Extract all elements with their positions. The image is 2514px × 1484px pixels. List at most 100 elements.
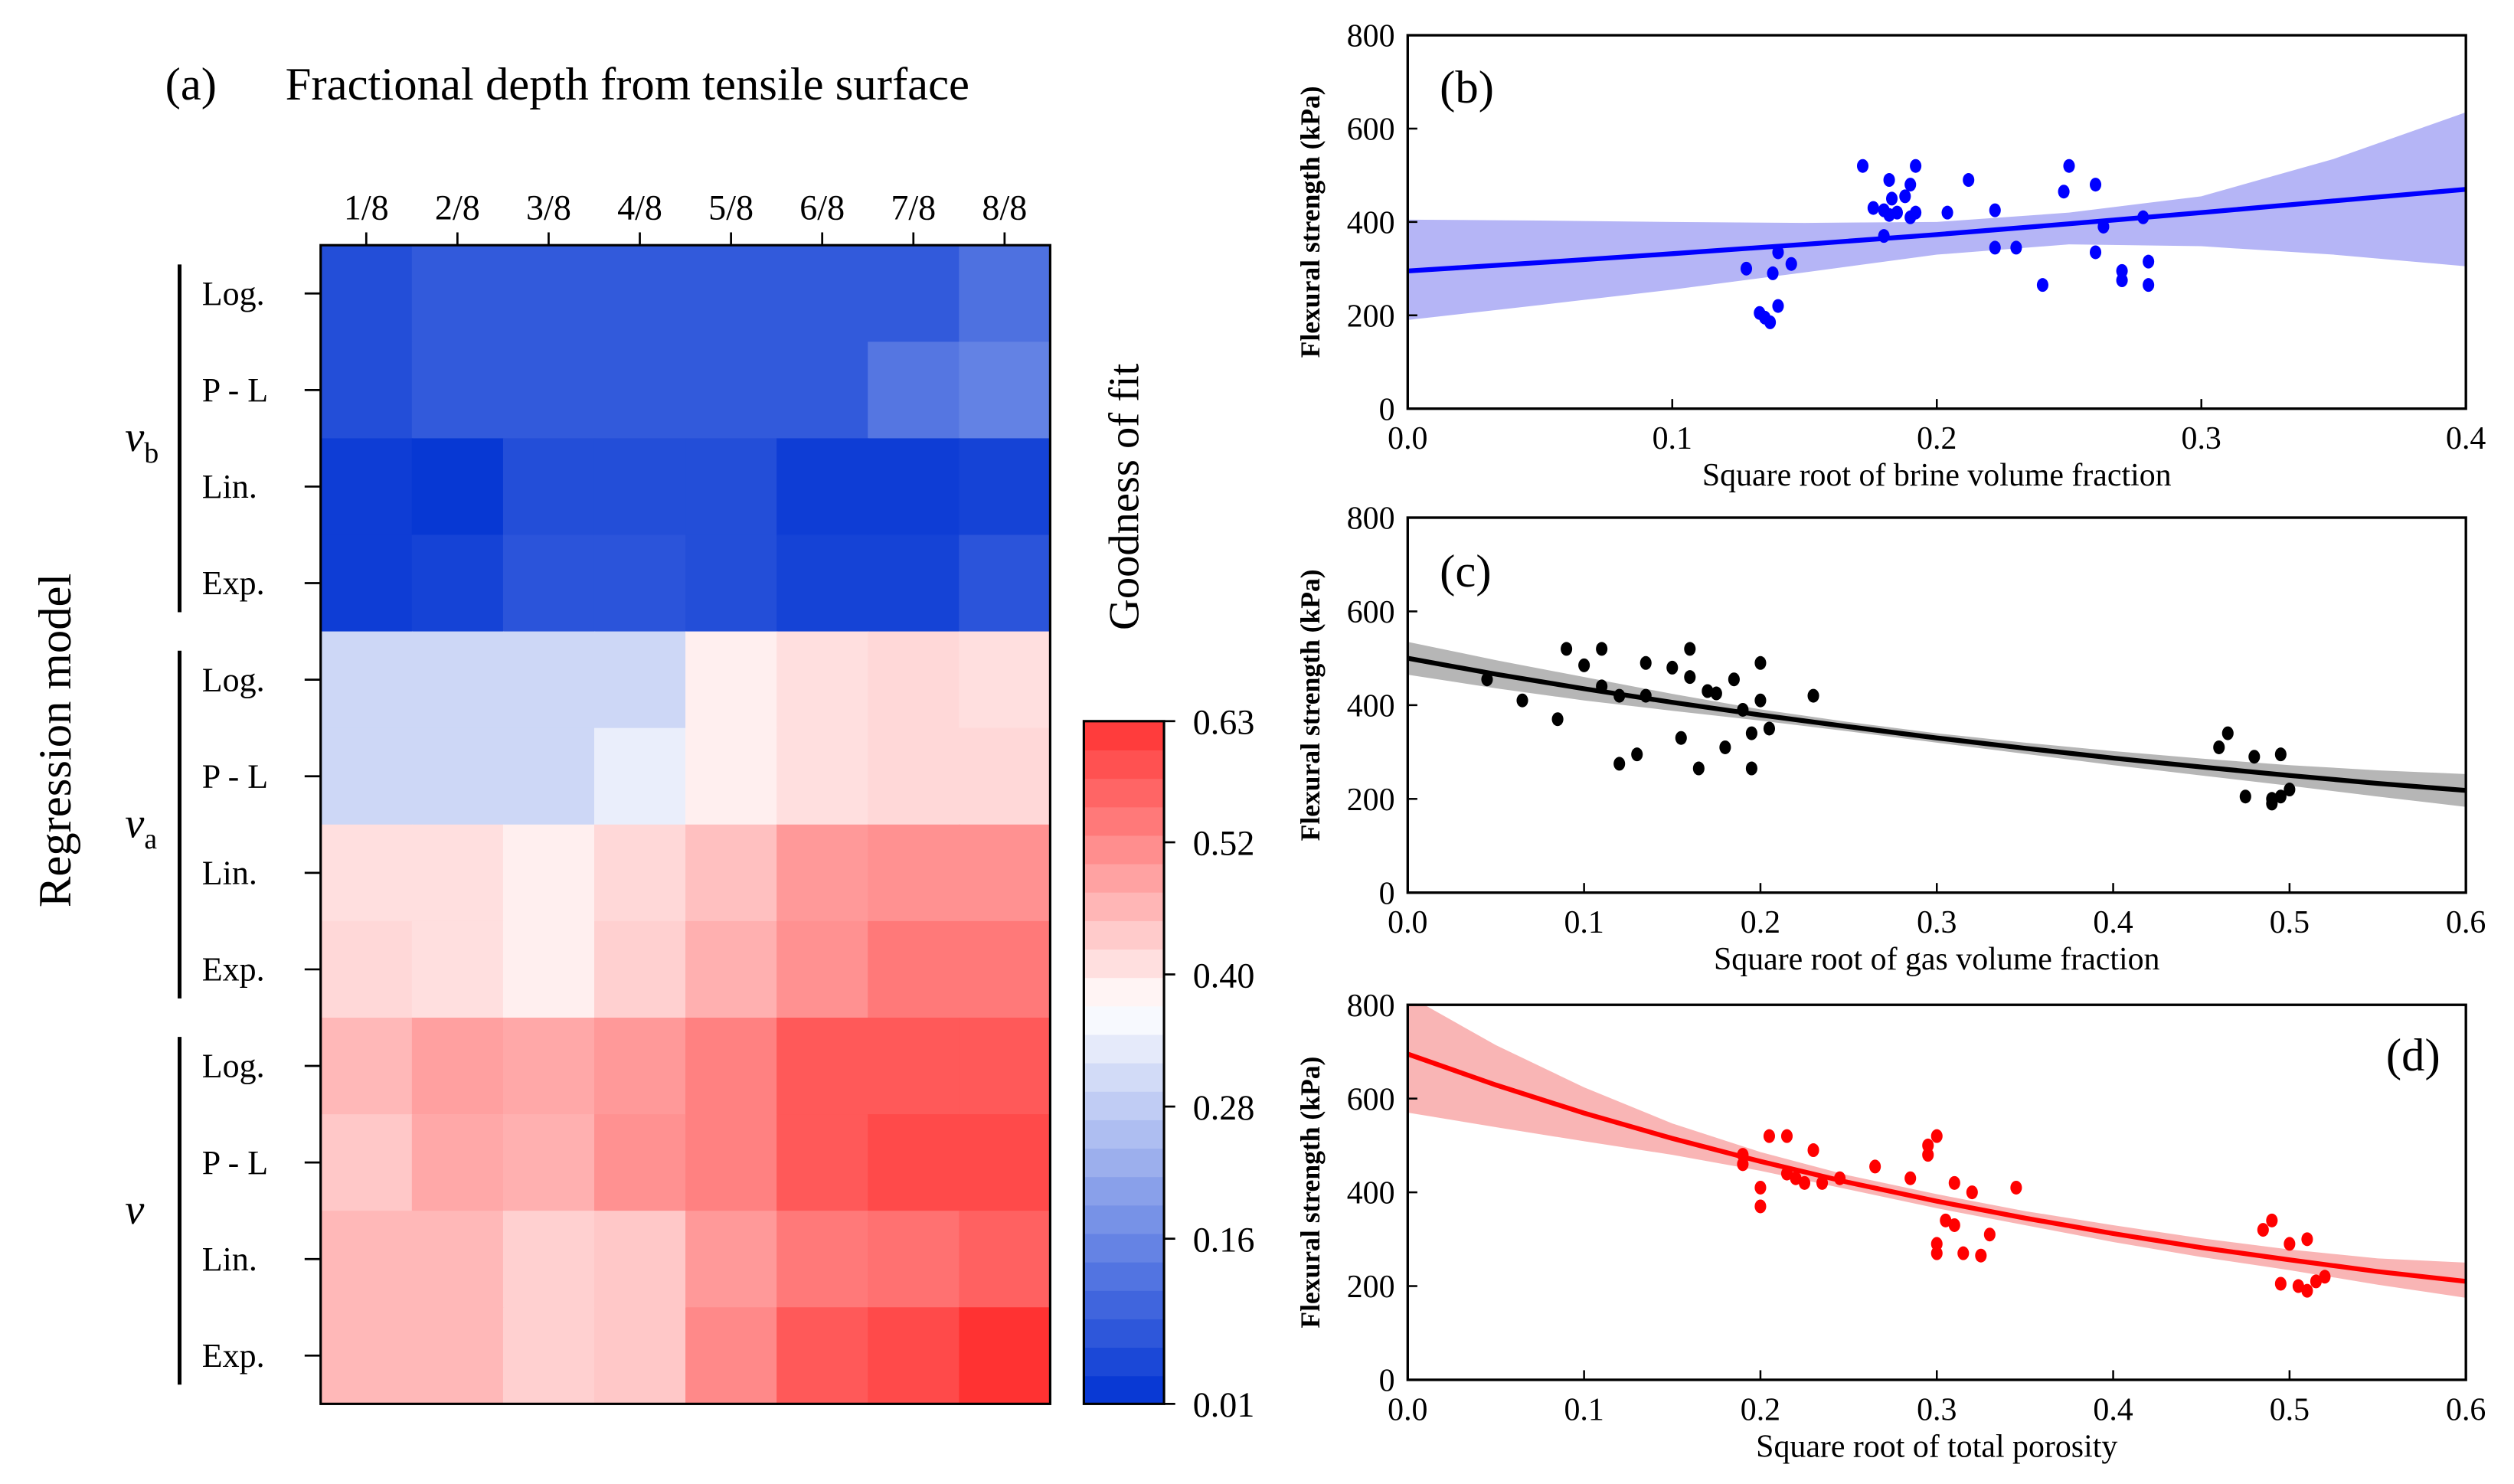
y-tick-label: 200 [1347, 299, 1395, 334]
column-label: 3/8 [526, 188, 571, 227]
data-point [2274, 1276, 2287, 1291]
row-label: Lin. [202, 468, 257, 505]
heatmap-cell [868, 920, 960, 1019]
colorbar-band [1084, 920, 1165, 950]
heatmap-cell [502, 727, 596, 826]
x-tick-label: 0.4 [2093, 1392, 2133, 1427]
colorbar-title: Goodness of fit [1101, 363, 1149, 630]
data-point [2089, 245, 2102, 260]
heatmap-cell [411, 534, 505, 632]
heatmap-cell [411, 1211, 505, 1309]
column-label: 2/8 [435, 188, 480, 227]
heatmap-cell [593, 727, 687, 826]
y-tick-label: 0 [1379, 876, 1395, 911]
data-point [1948, 1218, 1960, 1232]
data-point [2292, 1279, 2304, 1293]
data-point [1692, 761, 1705, 776]
group-symbol: v [125, 413, 145, 461]
colorbar-band [1084, 721, 1165, 750]
colorbar-band [1084, 1290, 1165, 1319]
heatmap-cell [868, 1211, 960, 1309]
data-point [1807, 688, 1819, 703]
data-point [1745, 726, 1757, 740]
colorbar-band [1084, 1090, 1165, 1120]
data-point [1754, 693, 1767, 708]
x-tick-label: 0.0 [1388, 421, 1427, 456]
data-point [1728, 672, 1740, 687]
column-label: 7/8 [891, 188, 936, 227]
data-point [1989, 203, 2001, 217]
data-point [1684, 642, 1696, 656]
colorbar-tick-label: 0.16 [1193, 1220, 1255, 1259]
column-label: 6/8 [799, 188, 845, 227]
data-point [1702, 684, 1714, 698]
data-point [2097, 219, 2110, 234]
heatmap-cell [868, 1114, 960, 1212]
data-point [2257, 1223, 2269, 1237]
data-point [1904, 1171, 1917, 1185]
colorbar-band [1084, 1375, 1165, 1405]
colorbar-band [1084, 948, 1165, 979]
x-axis-title: Square root of brine volume fraction [1702, 458, 2172, 493]
heatmap-cell [776, 245, 869, 343]
colorbar-band [1084, 806, 1165, 836]
y-axis-title: Flexural strength (kPa) [1295, 86, 1326, 358]
heatmap-cell [776, 920, 869, 1019]
data-point [1561, 642, 1573, 656]
x-tick-label: 0.3 [1917, 905, 1957, 940]
data-point [1767, 266, 1779, 280]
colorbar-band [1084, 1034, 1165, 1064]
data-point [1807, 1143, 1819, 1158]
heatmap-cell [593, 245, 687, 343]
x-tick-label: 0.4 [2093, 905, 2133, 940]
colorbar-tick-label: 0.28 [1193, 1088, 1255, 1127]
heatmap-cell [320, 1017, 414, 1116]
heatmap-cell [593, 438, 687, 536]
plot-area [1407, 642, 2467, 811]
confidence-band [1407, 112, 2467, 320]
data-point [2284, 1237, 2296, 1251]
data-point [1798, 1175, 1811, 1190]
heatmap-cell [593, 1017, 687, 1116]
group-label: va [125, 800, 157, 856]
scatter-panel-d: 0.0 0.1 0.2 0.3 0.4 0.5 0.6 0 200 400 600 800 Square… [1295, 989, 2486, 1465]
data-point [1719, 740, 1731, 754]
heatmap-cell [411, 342, 505, 440]
x-tick-label: 0.6 [2446, 905, 2486, 940]
confidence-band [1407, 642, 2467, 807]
row-label: Exp. [202, 951, 265, 989]
data-point [1910, 159, 1922, 173]
data-point [2274, 789, 2287, 804]
fit-line [1407, 655, 2467, 793]
axes-frame [1406, 516, 2467, 894]
row-label: Log. [202, 1048, 265, 1085]
data-point [1910, 205, 1922, 220]
data-point [1772, 299, 1784, 313]
data-point [1631, 747, 1643, 762]
heatmap-cell [502, 631, 596, 729]
heatmap-cell [959, 1211, 1051, 1309]
data-point [1878, 229, 1890, 244]
panel-label-c: (c) [1440, 546, 1491, 597]
heatmap-cell [959, 342, 1051, 440]
heatmap-cell [776, 824, 869, 923]
heatmap-cell [959, 1114, 1051, 1212]
heatmap-cell [320, 438, 414, 536]
x-tick-label: 0.1 [1564, 1392, 1604, 1427]
data-point [1737, 702, 1749, 717]
x-tick-label: 0.1 [1653, 421, 1692, 456]
heatmap-cell [411, 1017, 505, 1116]
heatmap-cell [502, 342, 596, 440]
heatmap-cell [868, 631, 960, 729]
group-symbol: v [125, 800, 145, 848]
y-tick-label: 600 [1347, 1082, 1395, 1117]
heatmap-cell [502, 1114, 596, 1212]
data-point [1883, 173, 1895, 188]
row-label: Lin. [202, 1240, 257, 1278]
y-tick-label: 400 [1347, 1176, 1395, 1211]
data-point [1922, 1138, 1934, 1152]
heatmap-cell [685, 534, 778, 632]
heatmap-cell [502, 1017, 596, 1116]
x-tick-label: 0.0 [1388, 1392, 1427, 1427]
data-point [1754, 655, 1767, 670]
